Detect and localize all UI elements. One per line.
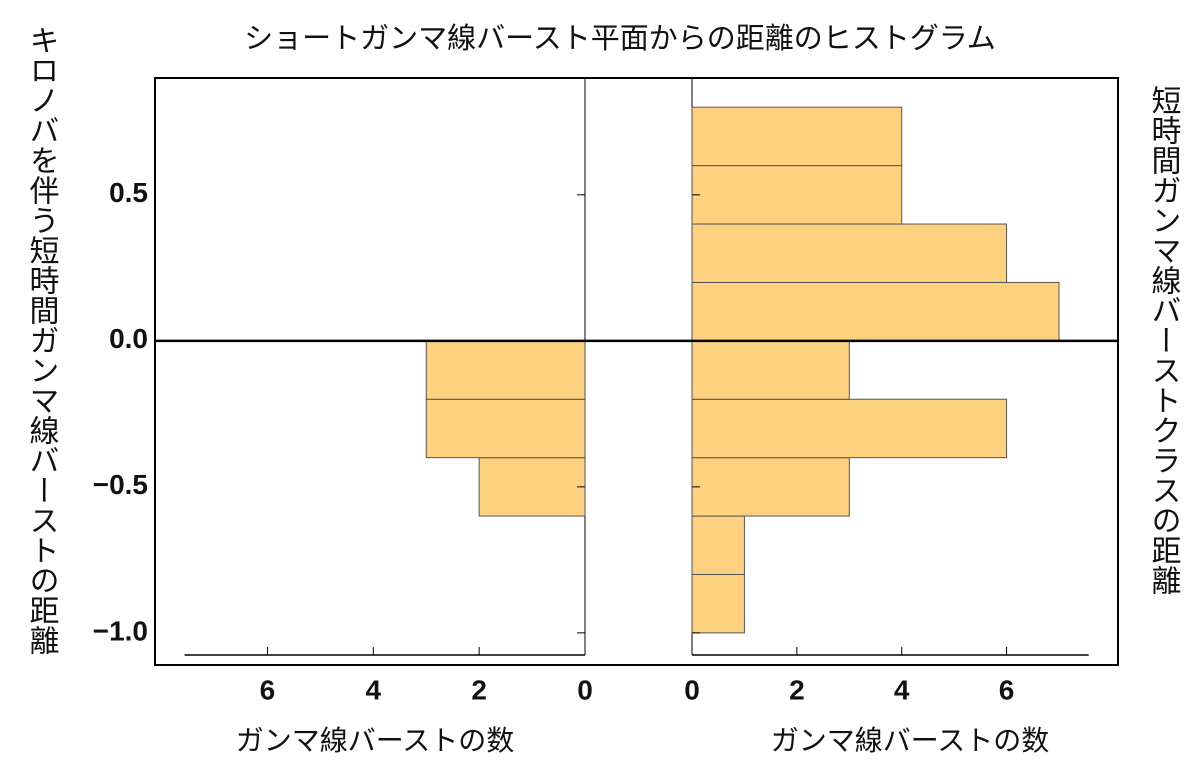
x-tick-label: 0 bbox=[577, 674, 593, 705]
x-tick-label: 2 bbox=[789, 674, 805, 705]
bar bbox=[691, 165, 903, 225]
frame bbox=[154, 77, 1119, 666]
y-tick-label: 0.5 bbox=[109, 177, 148, 208]
x-tick-label: 6 bbox=[260, 674, 276, 705]
right-y-label: 短時間ガンマ線バーストクラスの距離 bbox=[1146, 85, 1181, 595]
bar bbox=[691, 573, 745, 634]
y-tick-label: −1.0 bbox=[93, 615, 148, 646]
x-tick-label: 4 bbox=[894, 674, 910, 705]
bar bbox=[691, 457, 850, 517]
bar bbox=[691, 398, 1008, 459]
bar bbox=[425, 340, 586, 400]
x-tick-label: 2 bbox=[471, 674, 487, 705]
chart-title: ショートガンマ線バースト平面からの距離のヒストグラム bbox=[244, 21, 996, 55]
x-tick-label: 6 bbox=[999, 674, 1015, 705]
bar bbox=[478, 457, 586, 517]
left-x-label: ガンマ線バーストの数 bbox=[236, 724, 515, 757]
bar bbox=[691, 281, 1060, 342]
bar bbox=[425, 398, 586, 459]
right-x-label: ガンマ線バーストの数 bbox=[771, 724, 1050, 757]
bar bbox=[691, 515, 745, 575]
y-tick-label: 0.0 bbox=[109, 323, 148, 354]
bar bbox=[691, 106, 903, 167]
y-tick-label: −0.5 bbox=[93, 469, 148, 500]
x-tick-label: 4 bbox=[366, 674, 382, 705]
bar bbox=[691, 223, 1008, 283]
x-tick-label: 0 bbox=[684, 674, 700, 705]
left-y-label: キロノバを伴う短時間ガンマ線バーストの距離 bbox=[24, 25, 60, 655]
bar bbox=[691, 340, 850, 400]
